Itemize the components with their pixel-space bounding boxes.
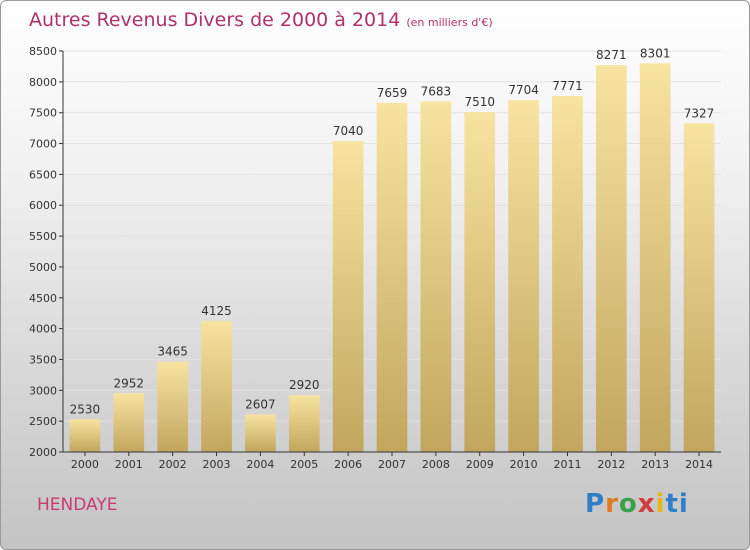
data-label: 2607 (245, 398, 276, 412)
y-tick-label: 8000 (29, 76, 57, 89)
title-main: Autres Revenus Divers de 2000 à 2014 (29, 9, 401, 31)
x-tick-label: 2004 (246, 458, 274, 471)
x-tick-label: 2006 (334, 458, 362, 471)
bar (552, 95, 583, 452)
y-tick-label: 7500 (29, 107, 57, 120)
y-tick-label: 5500 (29, 230, 57, 243)
y-tick-label: 3000 (29, 384, 57, 397)
data-label: 2952 (114, 376, 145, 390)
bar (157, 361, 189, 452)
y-tick-label: 6000 (29, 199, 57, 212)
data-label: 7659 (377, 86, 408, 100)
data-label: 7510 (464, 95, 495, 109)
y-tick-label: 2000 (29, 446, 57, 459)
bar (332, 141, 364, 452)
logo-letter: P (585, 489, 606, 519)
title-unit: (en milliers d'€) (406, 16, 493, 29)
logo-letter: o (618, 489, 638, 519)
x-tick-label: 2011 (553, 458, 581, 471)
x-tick-label: 2008 (422, 458, 450, 471)
bar (595, 65, 627, 453)
data-label: 2920 (289, 378, 320, 392)
x-tick-label: 2010 (510, 458, 538, 471)
y-tick-label: 8500 (29, 45, 57, 58)
city-name: HENDAYE (37, 495, 118, 515)
x-tick-label: 2003 (203, 458, 231, 471)
bar (245, 414, 276, 452)
proxiti-logo[interactable]: Proxiti (585, 489, 689, 519)
axes: 2000 2500 3000 3500 4000 4500 5000 5500 6000 6500… (29, 45, 721, 471)
bar (201, 320, 232, 452)
data-label: 7704 (508, 83, 539, 97)
x-tick-label: 2001 (115, 458, 143, 471)
y-tick-label: 7000 (29, 138, 57, 151)
bar (69, 419, 101, 452)
bar (288, 395, 320, 452)
bar (376, 102, 408, 452)
x-tick-label: 2009 (466, 458, 494, 471)
data-label: 3465 (157, 345, 188, 359)
logo-letter: ti (665, 489, 689, 519)
chart-title: Autres Revenus Divers de 2000 à 2014 (en … (29, 9, 493, 31)
y-tick-label: 4000 (29, 323, 57, 336)
y-tick-label: 4500 (29, 292, 57, 305)
bar (420, 101, 452, 452)
x-tick-label: 2013 (641, 458, 669, 471)
bar (464, 112, 496, 453)
x-tick-label: 2007 (378, 458, 406, 471)
bar (683, 123, 715, 452)
logo-letter: r (605, 489, 619, 519)
data-label: 7683 (421, 84, 452, 98)
y-tick-label: 5000 (29, 261, 57, 274)
data-label: 4125 (201, 304, 232, 318)
x-tick-label: 2005 (290, 458, 318, 471)
x-tick-label: 2000 (71, 458, 99, 471)
data-label: 8301 (640, 46, 671, 60)
data-label: 8271 (596, 48, 627, 62)
y-tick-label: 6500 (29, 168, 57, 181)
x-tick-label: 2012 (597, 458, 625, 471)
bars: 2530 2952 3465 4125 2607 2920 7040 7659 7683 7510… (69, 46, 715, 453)
x-tick-label: 2002 (159, 458, 187, 471)
logo-letter: i (655, 489, 666, 519)
bar (508, 100, 539, 452)
data-label: 2530 (70, 402, 101, 416)
data-label: 7771 (552, 79, 583, 93)
data-label: 7327 (684, 106, 715, 120)
bar (113, 393, 145, 452)
bar (639, 63, 671, 453)
x-tick-label: 2014 (685, 458, 713, 471)
data-label: 7040 (333, 124, 364, 138)
y-tick-label: 2500 (29, 415, 57, 428)
y-tick-label: 3500 (29, 353, 57, 366)
logo-letter: x (637, 489, 656, 519)
